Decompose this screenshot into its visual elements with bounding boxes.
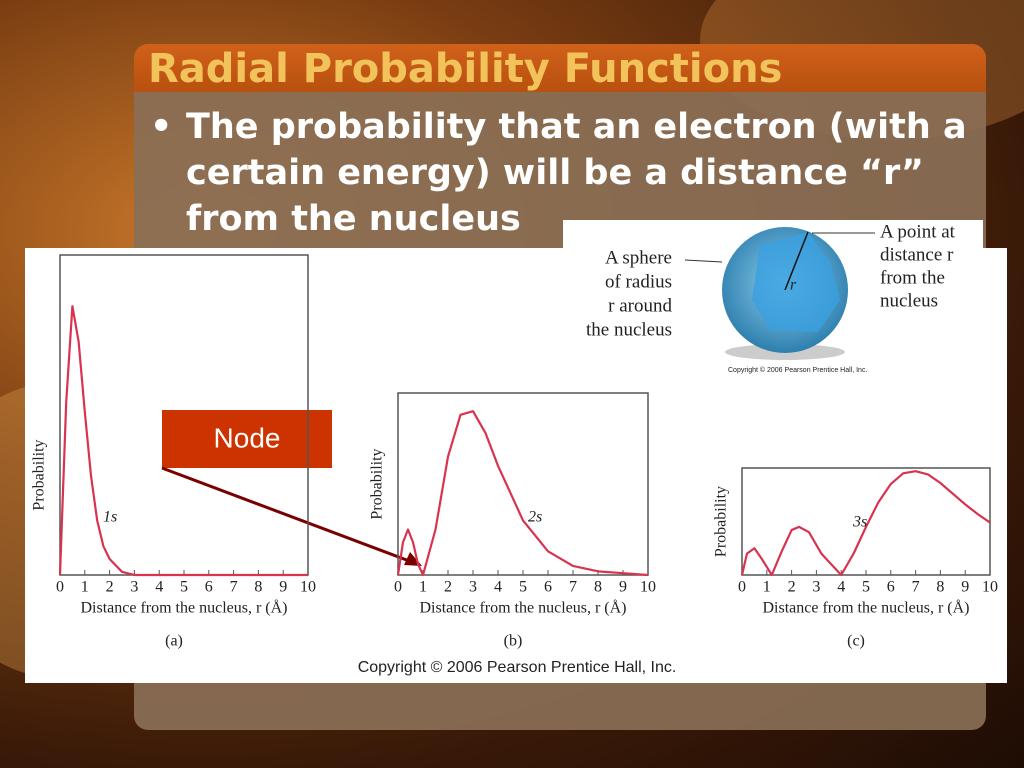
x-tick-label: 7 (912, 579, 920, 596)
x-tick-label: 3 (812, 579, 820, 596)
point-label: from the (880, 267, 945, 288)
x-tick-label: 7 (569, 579, 577, 596)
x-tick-label: 10 (982, 579, 998, 596)
callout-arrow (161, 466, 413, 564)
x-tick-label: 6 (887, 579, 895, 596)
x-tick-label: 9 (619, 579, 627, 596)
x-tick-label: 5 (180, 579, 188, 596)
x-tick-label: 2 (444, 579, 452, 596)
sphere-label: the nucleus (586, 319, 672, 340)
x-tick-label: 5 (862, 579, 870, 596)
x-tick-label: 9 (279, 579, 287, 596)
curve-label: 1s (103, 509, 117, 526)
x-tick-label: 8 (254, 579, 262, 596)
x-tick-label: 3 (130, 579, 138, 596)
bullet-text: The probability that an electron (with a… (150, 104, 1016, 242)
x-tick-label: 9 (961, 579, 969, 596)
y-axis-label: Probability (713, 486, 730, 557)
x-tick-label: 1 (763, 579, 771, 596)
callout-text: Node (214, 422, 281, 453)
point-label: distance r (880, 244, 954, 265)
sphere-inner (752, 232, 840, 332)
sphere-label: r around (608, 295, 672, 316)
curve (396, 410, 649, 577)
point-label: nucleus (880, 290, 938, 311)
pointer (684, 259, 723, 263)
x-axis-label: Distance from the nucleus, r (Å) (762, 599, 969, 617)
x-axis-label: Distance from the nucleus, r (Å) (80, 599, 287, 617)
sphere-label: of radius (605, 271, 672, 292)
x-tick-label: 7 (230, 579, 238, 596)
x-tick-label: 0 (394, 579, 402, 596)
callout-box (162, 410, 332, 468)
x-tick-label: 8 (594, 579, 602, 596)
curve-label: 2s (528, 509, 542, 526)
x-tick-label: 0 (738, 579, 746, 596)
x-tick-label: 2 (106, 579, 114, 596)
curve (58, 305, 308, 577)
panel-label: (c) (847, 633, 865, 650)
title-bar (134, 44, 986, 92)
sphere-label: A sphere (605, 247, 672, 268)
r-label: r (790, 277, 797, 294)
x-tick-label: 8 (936, 579, 944, 596)
curve-label: 3s (852, 514, 867, 531)
x-tick-label: 6 (544, 579, 552, 596)
x-tick-label: 6 (205, 579, 213, 596)
point-label: A point at (880, 221, 956, 242)
x-tick-label: 4 (155, 579, 163, 596)
x-tick-label: 4 (494, 579, 502, 596)
x-tick-label: 3 (469, 579, 477, 596)
radius-line (784, 231, 809, 291)
copyright: Copyright © 2006 Pearson Prentice Hall, … (358, 659, 677, 676)
x-tick-label: 5 (519, 579, 527, 596)
curve (740, 470, 991, 577)
slide-title: Radial Probability Functions (148, 46, 783, 92)
x-axis-label: Distance from the nucleus, r (Å) (419, 599, 626, 617)
x-tick-label: 2 (788, 579, 796, 596)
sphere-copyright: Copyright © 2006 Pearson Prentice Hall, … (728, 366, 867, 374)
x-tick-label: 1 (419, 579, 427, 596)
x-tick-label: 0 (56, 579, 64, 596)
panel-label: (a) (165, 633, 183, 650)
x-tick-label: 4 (837, 579, 845, 596)
y-axis-label: Probability (31, 439, 48, 510)
y-axis-label: Probability (369, 448, 386, 519)
x-tick-label: 1 (81, 579, 89, 596)
panel-label: (b) (504, 633, 523, 650)
x-tick-label: 10 (300, 579, 316, 596)
x-tick-label: 10 (640, 579, 656, 596)
